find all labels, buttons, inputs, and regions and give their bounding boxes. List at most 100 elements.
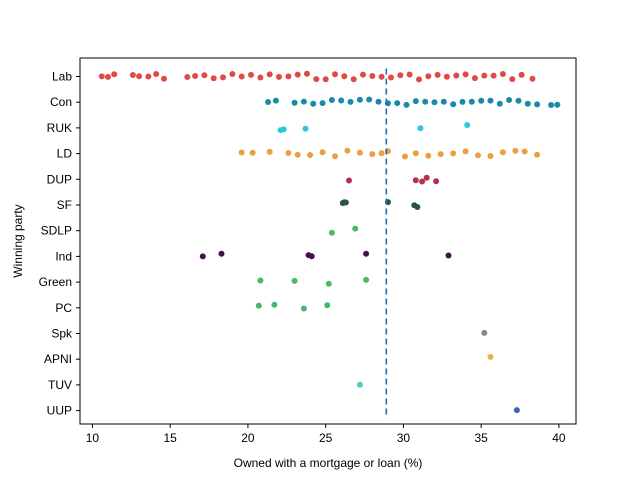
data-point xyxy=(294,71,301,78)
data-point xyxy=(145,73,152,80)
data-point xyxy=(437,151,444,158)
data-point xyxy=(406,71,413,78)
data-point xyxy=(199,253,206,260)
data-point xyxy=(265,99,272,105)
data-point xyxy=(238,73,245,80)
data-point xyxy=(481,72,488,79)
data-point xyxy=(356,381,363,388)
data-point xyxy=(324,302,331,309)
data-point xyxy=(425,73,432,80)
data-point xyxy=(475,152,481,159)
data-point xyxy=(487,353,494,360)
data-points xyxy=(98,70,561,414)
data-point xyxy=(210,75,217,82)
data-point xyxy=(313,76,320,83)
x-tick-label: 25 xyxy=(319,431,333,445)
data-point xyxy=(412,177,419,184)
data-point xyxy=(375,98,382,105)
data-point xyxy=(300,305,307,312)
x-axis-label: Owned with a mortgage or loan (%) xyxy=(234,456,423,470)
data-point xyxy=(481,329,488,336)
data-point xyxy=(403,101,410,108)
data-point xyxy=(459,98,466,105)
data-point xyxy=(366,96,373,103)
data-point xyxy=(248,71,254,78)
data-point xyxy=(443,73,450,80)
data-point xyxy=(450,101,457,108)
data-point xyxy=(487,153,494,159)
data-point xyxy=(453,72,460,79)
y-tick-label: LD xyxy=(57,147,73,161)
data-point xyxy=(534,101,541,108)
y-axis: Lab Con RUK LD DUP SF SDLP Ind Green PC Spk APNI TUV… xyxy=(39,70,80,418)
data-point xyxy=(416,76,422,83)
data-point xyxy=(515,97,522,104)
data-point xyxy=(363,276,370,283)
data-point xyxy=(272,97,279,104)
data-point xyxy=(266,71,273,78)
data-point xyxy=(325,280,332,287)
data-point xyxy=(513,407,520,414)
data-point xyxy=(445,252,452,259)
x-tick-label: 30 xyxy=(397,431,411,445)
data-point xyxy=(499,149,506,156)
data-point xyxy=(512,147,519,154)
data-point xyxy=(249,149,256,156)
data-point xyxy=(319,149,326,156)
data-point xyxy=(350,76,357,83)
y-tick-label: DUP xyxy=(47,172,72,186)
data-point xyxy=(192,73,199,79)
data-point xyxy=(319,100,326,107)
data-point xyxy=(341,73,348,80)
data-point xyxy=(468,98,475,105)
data-point xyxy=(417,125,424,132)
y-tick-label: Con xyxy=(50,95,72,109)
data-point xyxy=(529,75,536,82)
data-point xyxy=(304,70,310,77)
data-point xyxy=(356,96,363,103)
data-point xyxy=(220,74,226,81)
data-point xyxy=(554,101,561,108)
data-point xyxy=(285,73,292,80)
data-point xyxy=(490,72,497,79)
data-point xyxy=(402,153,408,160)
y-tick-label: APNI xyxy=(44,352,72,366)
data-point xyxy=(388,74,394,81)
x-axis: 10 15 20 25 30 35 40 xyxy=(86,424,566,445)
data-point xyxy=(280,126,287,133)
data-point xyxy=(462,71,469,78)
y-axis-label: Winning party xyxy=(11,204,25,277)
data-point xyxy=(450,150,457,157)
data-point xyxy=(105,73,111,80)
data-point xyxy=(266,148,273,155)
x-tick-label: 15 xyxy=(164,431,178,445)
data-point xyxy=(369,73,376,79)
y-tick-label: SF xyxy=(57,198,72,212)
y-tick-label: UUP xyxy=(47,404,72,418)
data-point xyxy=(294,151,301,158)
data-point xyxy=(342,199,349,206)
data-point xyxy=(524,100,531,107)
y-tick-label: Green xyxy=(39,275,72,289)
data-point xyxy=(136,73,143,80)
data-point xyxy=(397,72,404,79)
data-point xyxy=(499,71,506,77)
data-point xyxy=(433,178,440,185)
data-point xyxy=(98,73,105,80)
data-point xyxy=(328,97,335,103)
data-point xyxy=(363,250,370,257)
data-point xyxy=(422,98,429,105)
data-point xyxy=(378,150,385,157)
data-point xyxy=(257,277,264,284)
data-point xyxy=(506,97,513,103)
data-point xyxy=(310,100,317,107)
data-point xyxy=(478,97,485,104)
data-point xyxy=(360,71,366,78)
data-point xyxy=(257,74,264,81)
data-point xyxy=(487,97,494,104)
data-point xyxy=(300,98,307,105)
data-point xyxy=(419,178,426,185)
data-point xyxy=(346,177,352,184)
data-point xyxy=(338,97,345,104)
